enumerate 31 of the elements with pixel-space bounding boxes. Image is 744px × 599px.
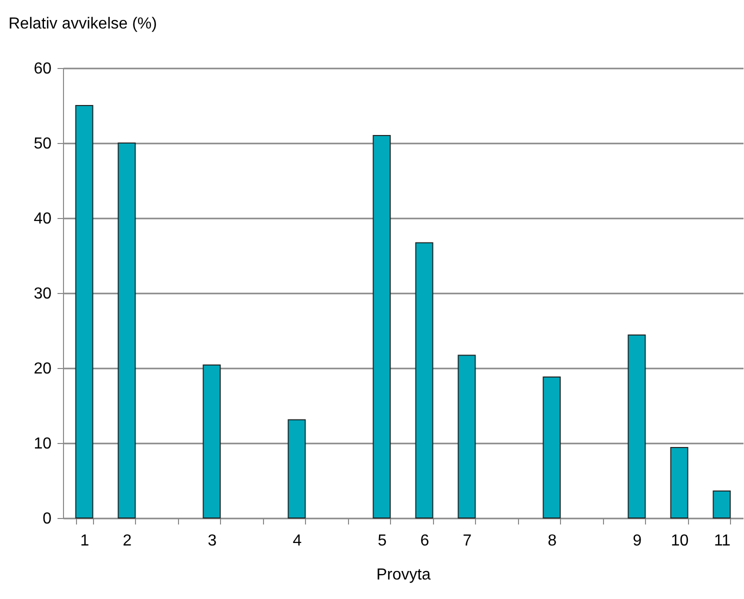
x-tick-label: 2 bbox=[122, 532, 132, 550]
y-axis-title: Relativ avvikelse (%) bbox=[8, 16, 157, 32]
y-tick-label: 60 bbox=[34, 60, 52, 78]
bar bbox=[628, 334, 646, 518]
x-tick-label: 3 bbox=[208, 532, 217, 550]
x-tick-label: 11 bbox=[714, 532, 731, 550]
y-tick-label: 50 bbox=[34, 136, 52, 152]
x-tick-label: 6 bbox=[420, 532, 430, 550]
x-tick-label: 4 bbox=[292, 532, 302, 550]
bar bbox=[712, 490, 731, 518]
bar bbox=[542, 376, 561, 518]
bar bbox=[118, 142, 136, 518]
y-tick-label: 0 bbox=[42, 510, 52, 528]
x-tick-label: 8 bbox=[548, 532, 557, 550]
bar bbox=[458, 354, 476, 518]
y-tick-label: 30 bbox=[34, 286, 52, 302]
y-tick-label: 20 bbox=[34, 360, 52, 378]
x-tick-label: 7 bbox=[462, 532, 472, 550]
bar bbox=[75, 105, 94, 518]
y-tick-label: 40 bbox=[34, 210, 52, 228]
x-axis-title: Provyta bbox=[376, 566, 431, 584]
x-tick-label: 10 bbox=[670, 532, 689, 550]
y-tick-label: 10 bbox=[34, 436, 52, 452]
bar bbox=[202, 364, 221, 518]
bar bbox=[670, 447, 688, 518]
bar bbox=[415, 242, 434, 518]
bar bbox=[372, 135, 391, 518]
x-tick-label: 1 bbox=[80, 532, 90, 550]
x-tick-label: 9 bbox=[632, 532, 642, 550]
bar bbox=[288, 419, 306, 518]
x-tick-label: 5 bbox=[378, 532, 387, 550]
